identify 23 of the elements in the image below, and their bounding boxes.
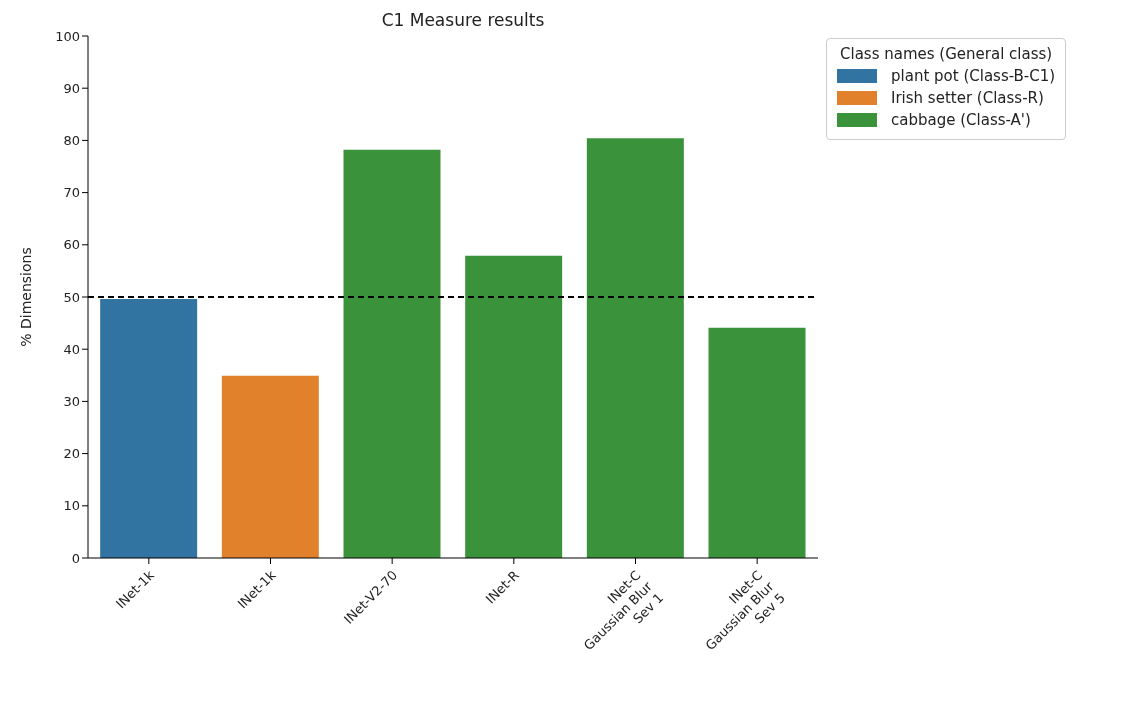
y-tick-label: 30: [63, 394, 80, 410]
y-tick-label: 40: [63, 341, 80, 357]
legend-label: plant pot (Class-B-C1): [891, 67, 1056, 85]
bar: [465, 255, 563, 558]
y-tick-label: 0: [71, 550, 80, 566]
y-tick-label: 90: [63, 80, 80, 96]
y-tick-label: 80: [63, 133, 80, 149]
y-tick-label: 100: [55, 28, 80, 44]
legend-label: Irish setter (Class-R): [891, 89, 1044, 107]
chart-title: C1 Measure results: [380, 10, 546, 30]
y-tick-label: 10: [63, 498, 80, 514]
bar: [708, 327, 806, 558]
bar: [343, 149, 441, 558]
y-tick-label: 70: [63, 185, 80, 201]
y-tick-label: 20: [63, 446, 80, 462]
legend-title: Class names (General class): [839, 45, 1054, 63]
bar: [586, 138, 684, 558]
bar: [100, 299, 198, 558]
y-tick-label: 50: [63, 289, 80, 305]
y-tick-label: 60: [63, 237, 80, 253]
bar: [221, 375, 319, 558]
legend-label: cabbage (Class-A'): [891, 111, 1031, 129]
y-axis-title: % Dimensions: [17, 247, 34, 347]
